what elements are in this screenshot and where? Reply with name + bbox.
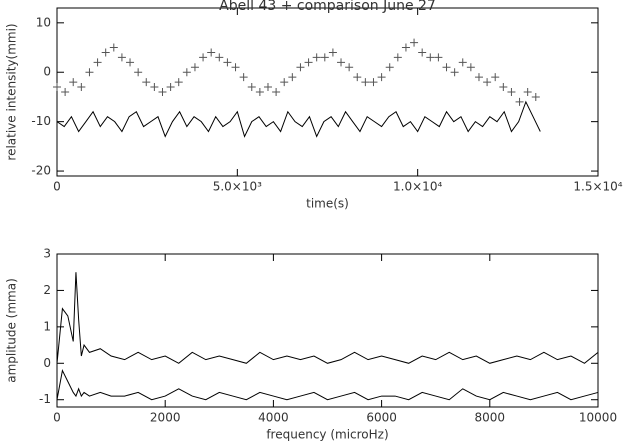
data-point [126,58,135,67]
data-point [296,63,305,72]
x-axis-title: frequency (microHz) [266,428,388,442]
data-point [199,53,208,62]
data-point [288,73,297,82]
y-tick-label: -1 [39,392,51,406]
x-tick-label: 10000 [579,411,617,425]
data-point [85,68,94,77]
data-point [531,92,540,101]
data-point [410,38,419,47]
data-line [56,272,599,364]
data-point [280,78,289,87]
data-point [134,68,143,77]
data-point [109,43,118,52]
data-point [207,48,216,57]
data-point [215,53,224,62]
data-point [101,48,110,57]
y-axis-title: relative intensity(mmi) [5,23,19,160]
data-point [474,73,483,82]
chart-title: Abell 43 + comparison June 27 [219,0,436,14]
data-point [142,78,151,87]
data-point [507,88,516,96]
y-tick-label: -10 [31,114,51,128]
data-point [377,73,386,82]
data-point [401,43,410,52]
data-point [418,48,427,57]
x-tick-label: 6000 [366,411,397,425]
data-point [434,53,443,62]
data-point [150,83,159,92]
data-point [491,73,500,82]
y-tick-label: 2 [43,283,51,297]
data-point [337,58,346,67]
data-point [174,78,183,87]
plot-frame [56,253,599,408]
y-tick-label: 0 [43,356,51,370]
data-point [231,63,240,72]
data-point [515,97,524,106]
data-point [182,68,191,77]
data-point [426,53,435,62]
data-point [93,58,102,67]
data-point [263,83,272,92]
data-point [328,48,337,57]
data-point [312,53,321,62]
data-point [304,58,313,67]
y-tick-label: 3 [43,247,51,261]
x-tick-label: 1.5×10⁴ [573,180,622,194]
data-point [385,63,394,72]
data-point [353,73,362,82]
data-point [320,53,329,62]
data-point [369,78,378,87]
x-tick-label: 8000 [475,411,506,425]
x-tick-label: 1.0×10⁴ [393,180,442,194]
y-tick-label: -20 [31,164,51,178]
data-point [247,83,256,92]
data-point [458,58,467,67]
x-tick-label: 2000 [150,411,181,425]
data-point [158,88,167,96]
data-point [523,88,532,96]
data-point [442,63,451,72]
data-point [223,58,232,67]
data-point [61,88,70,96]
data-point [345,63,354,72]
y-tick-label: 10 [36,15,51,29]
data-point [166,83,175,92]
data-point [272,88,281,96]
data-line [56,100,541,138]
x-tick-label: 0 [53,180,61,194]
data-point [53,83,61,92]
data-point [499,83,508,92]
x-tick-label: 5.0×10³ [213,180,262,194]
data-line [56,369,599,401]
x-tick-label: 4000 [258,411,289,425]
data-point [361,78,370,87]
data-point [77,83,86,92]
data-point [255,88,264,96]
data-point [190,63,199,72]
y-axis-title: amplitude (mma) [5,278,19,383]
data-point [117,53,126,62]
data-point [239,73,248,82]
data-point [69,78,78,87]
data-point [450,68,459,77]
data-point [393,53,402,62]
x-tick-label: 0 [53,411,61,425]
data-point [483,78,492,87]
data-point [466,63,475,72]
plot-frame [56,7,599,177]
y-tick-label: 1 [43,319,51,333]
y-tick-label: 0 [43,65,51,79]
x-axis-title: time(s) [306,197,349,211]
